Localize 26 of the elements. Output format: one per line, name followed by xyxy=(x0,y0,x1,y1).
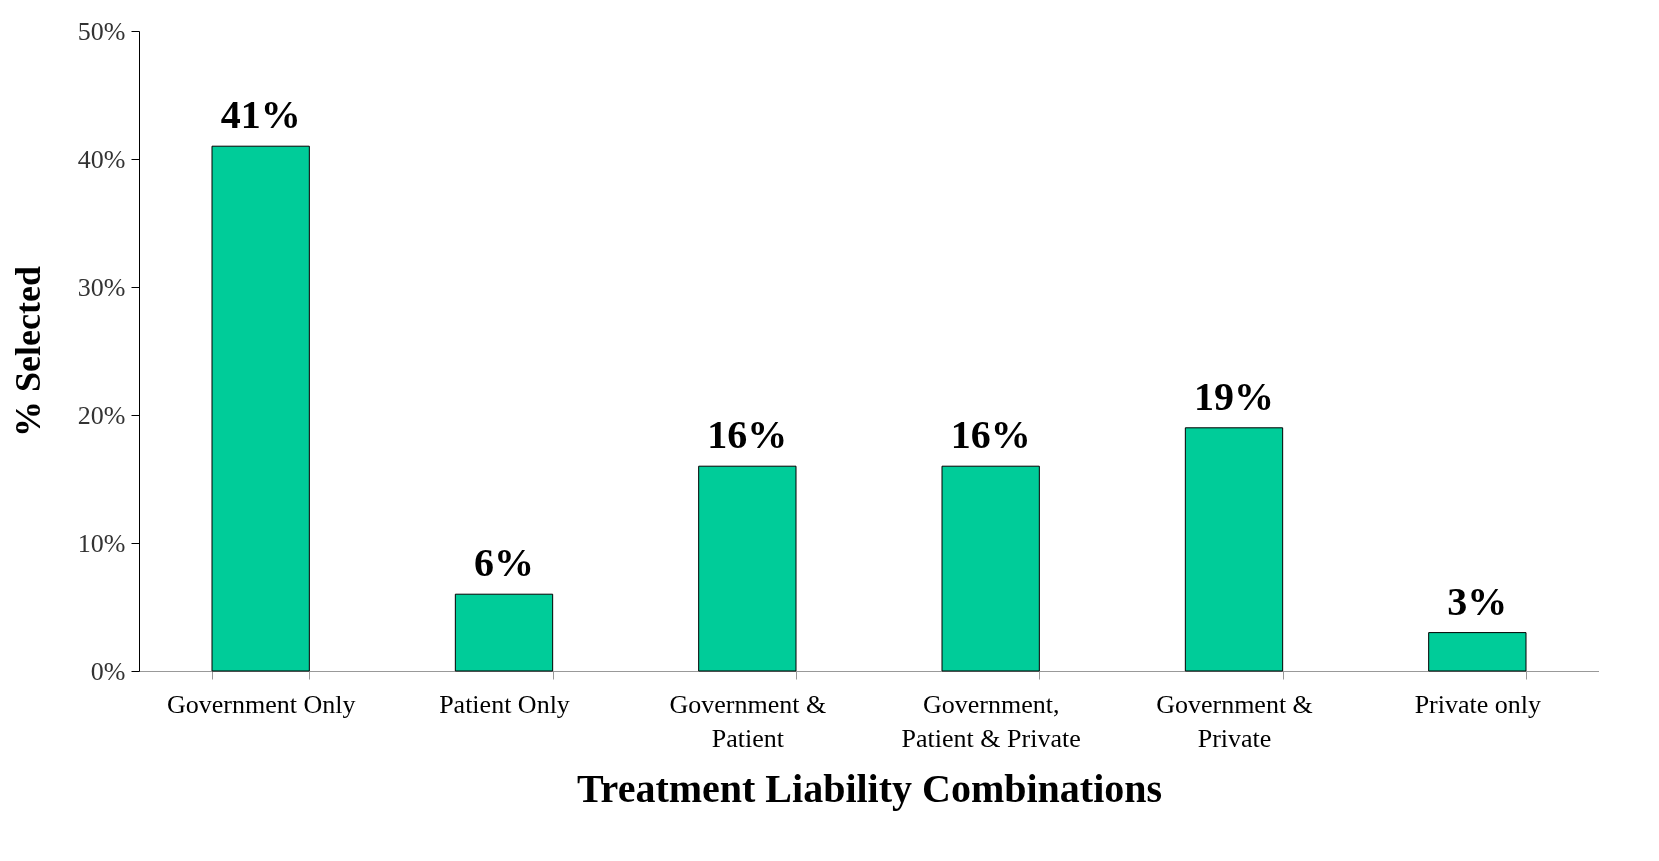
data-label: 19% xyxy=(1194,373,1274,419)
x-tick-label: Patient Only xyxy=(439,689,570,719)
bar xyxy=(454,593,554,672)
y-tick-label: 0% xyxy=(90,656,126,686)
data-label: 16% xyxy=(950,412,1031,458)
y-tick-label: 10% xyxy=(77,528,126,558)
y-tick-label: 50% xyxy=(77,16,126,46)
x-axis-title: Treatment Liability Combinations xyxy=(576,765,1163,811)
x-tick-label: Government & Patient xyxy=(669,689,827,753)
y-tick-label: 40% xyxy=(77,144,126,174)
bar xyxy=(941,465,1040,672)
bar xyxy=(211,145,310,672)
y-tick-label: 20% xyxy=(77,400,126,430)
data-label: 16% xyxy=(707,412,788,458)
bar xyxy=(698,465,797,672)
x-tick-label: Government Only xyxy=(166,689,356,719)
x-tick-label: Government, Patient & Private xyxy=(901,689,1081,753)
y-axis-title: % Selected xyxy=(7,266,48,437)
data-label: 41% xyxy=(220,92,301,138)
x-tick-label: Private only xyxy=(1414,689,1542,719)
bar xyxy=(1428,632,1527,672)
bar xyxy=(1184,427,1284,672)
y-tick-label: 30% xyxy=(77,272,126,302)
data-label: 3% xyxy=(1447,578,1508,624)
x-tick-label: Government & Private xyxy=(1156,689,1313,753)
data-label: 6% xyxy=(474,540,534,586)
